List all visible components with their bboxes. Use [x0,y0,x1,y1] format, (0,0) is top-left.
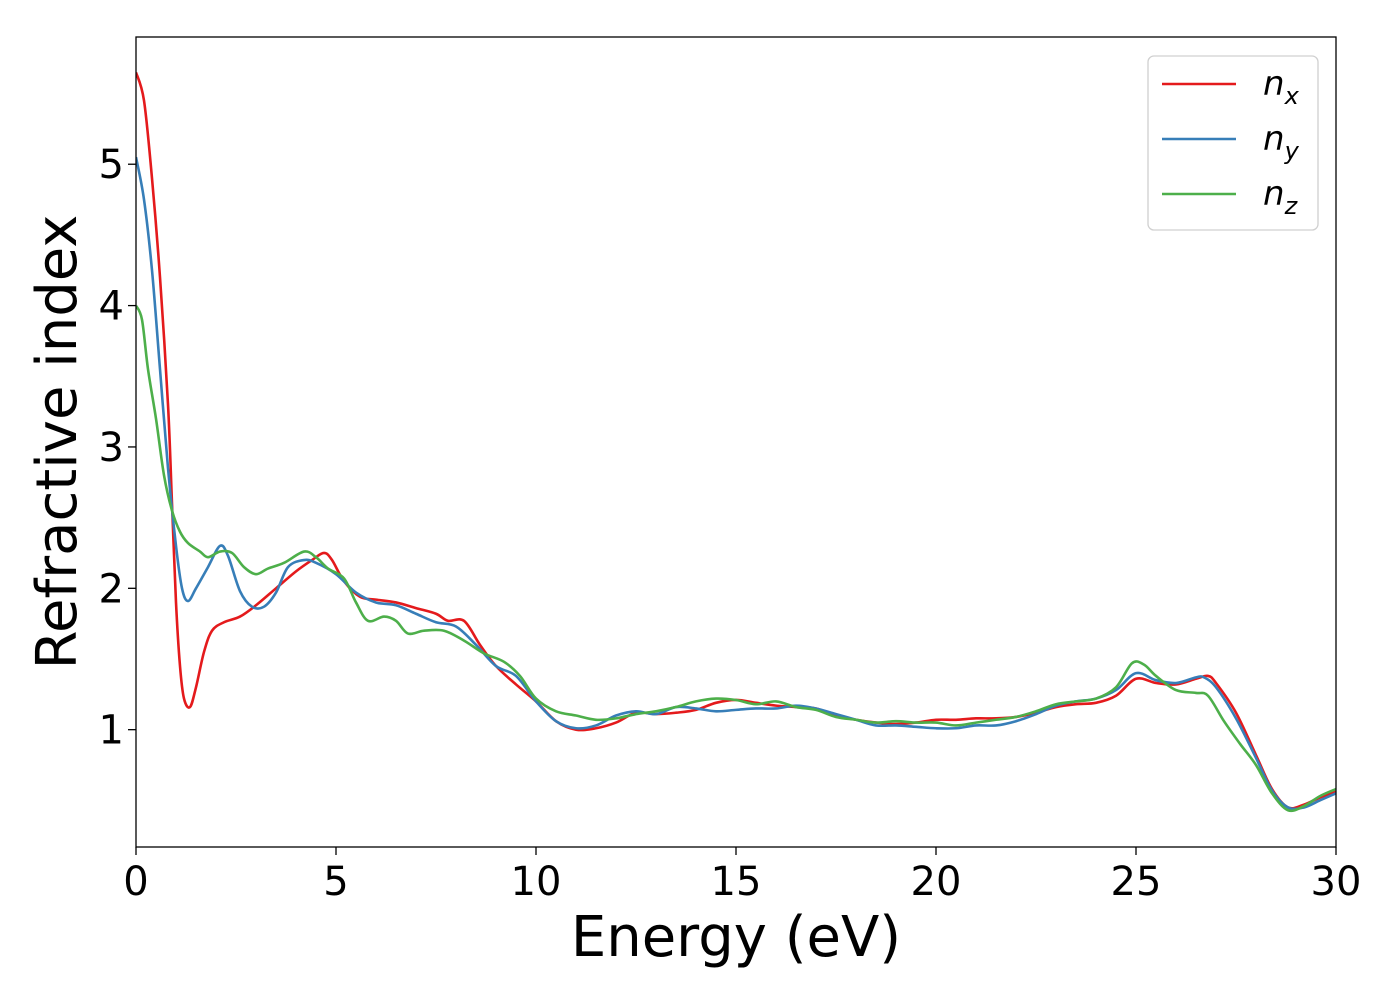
series-line-z [136,304,1336,813]
y-axis-label: Refractive index [25,215,90,670]
y-tick-label: 3 [99,425,124,471]
y-axis: 1 2 3 4 5 [99,142,136,754]
x-tick-label: 20 [911,859,962,905]
series-line-y [136,156,1336,811]
legend-label-z: nz [1263,174,1299,220]
x-tick-label: 10 [511,859,562,905]
x-tick-label: 5 [323,859,348,905]
x-axis-label: Energy (eV) [571,905,901,970]
x-axis: 0 5 10 15 20 25 30 [123,847,1361,905]
y-tick-label: 5 [99,142,124,188]
legend: nx ny nz [1147,55,1319,231]
y-tick-label: 2 [99,566,124,612]
x-tick-label: 25 [1111,859,1162,905]
x-tick-label: 15 [711,859,762,905]
y-tick-label: 1 [99,708,124,754]
legend-label-x: nx [1263,64,1300,110]
x-tick-label: 0 [123,859,148,905]
series-line-x [136,71,1336,810]
legend-box [1147,55,1319,231]
y-tick-label: 4 [99,284,124,330]
x-tick-label: 30 [1311,859,1362,905]
legend-label-y: ny [1263,119,1300,165]
